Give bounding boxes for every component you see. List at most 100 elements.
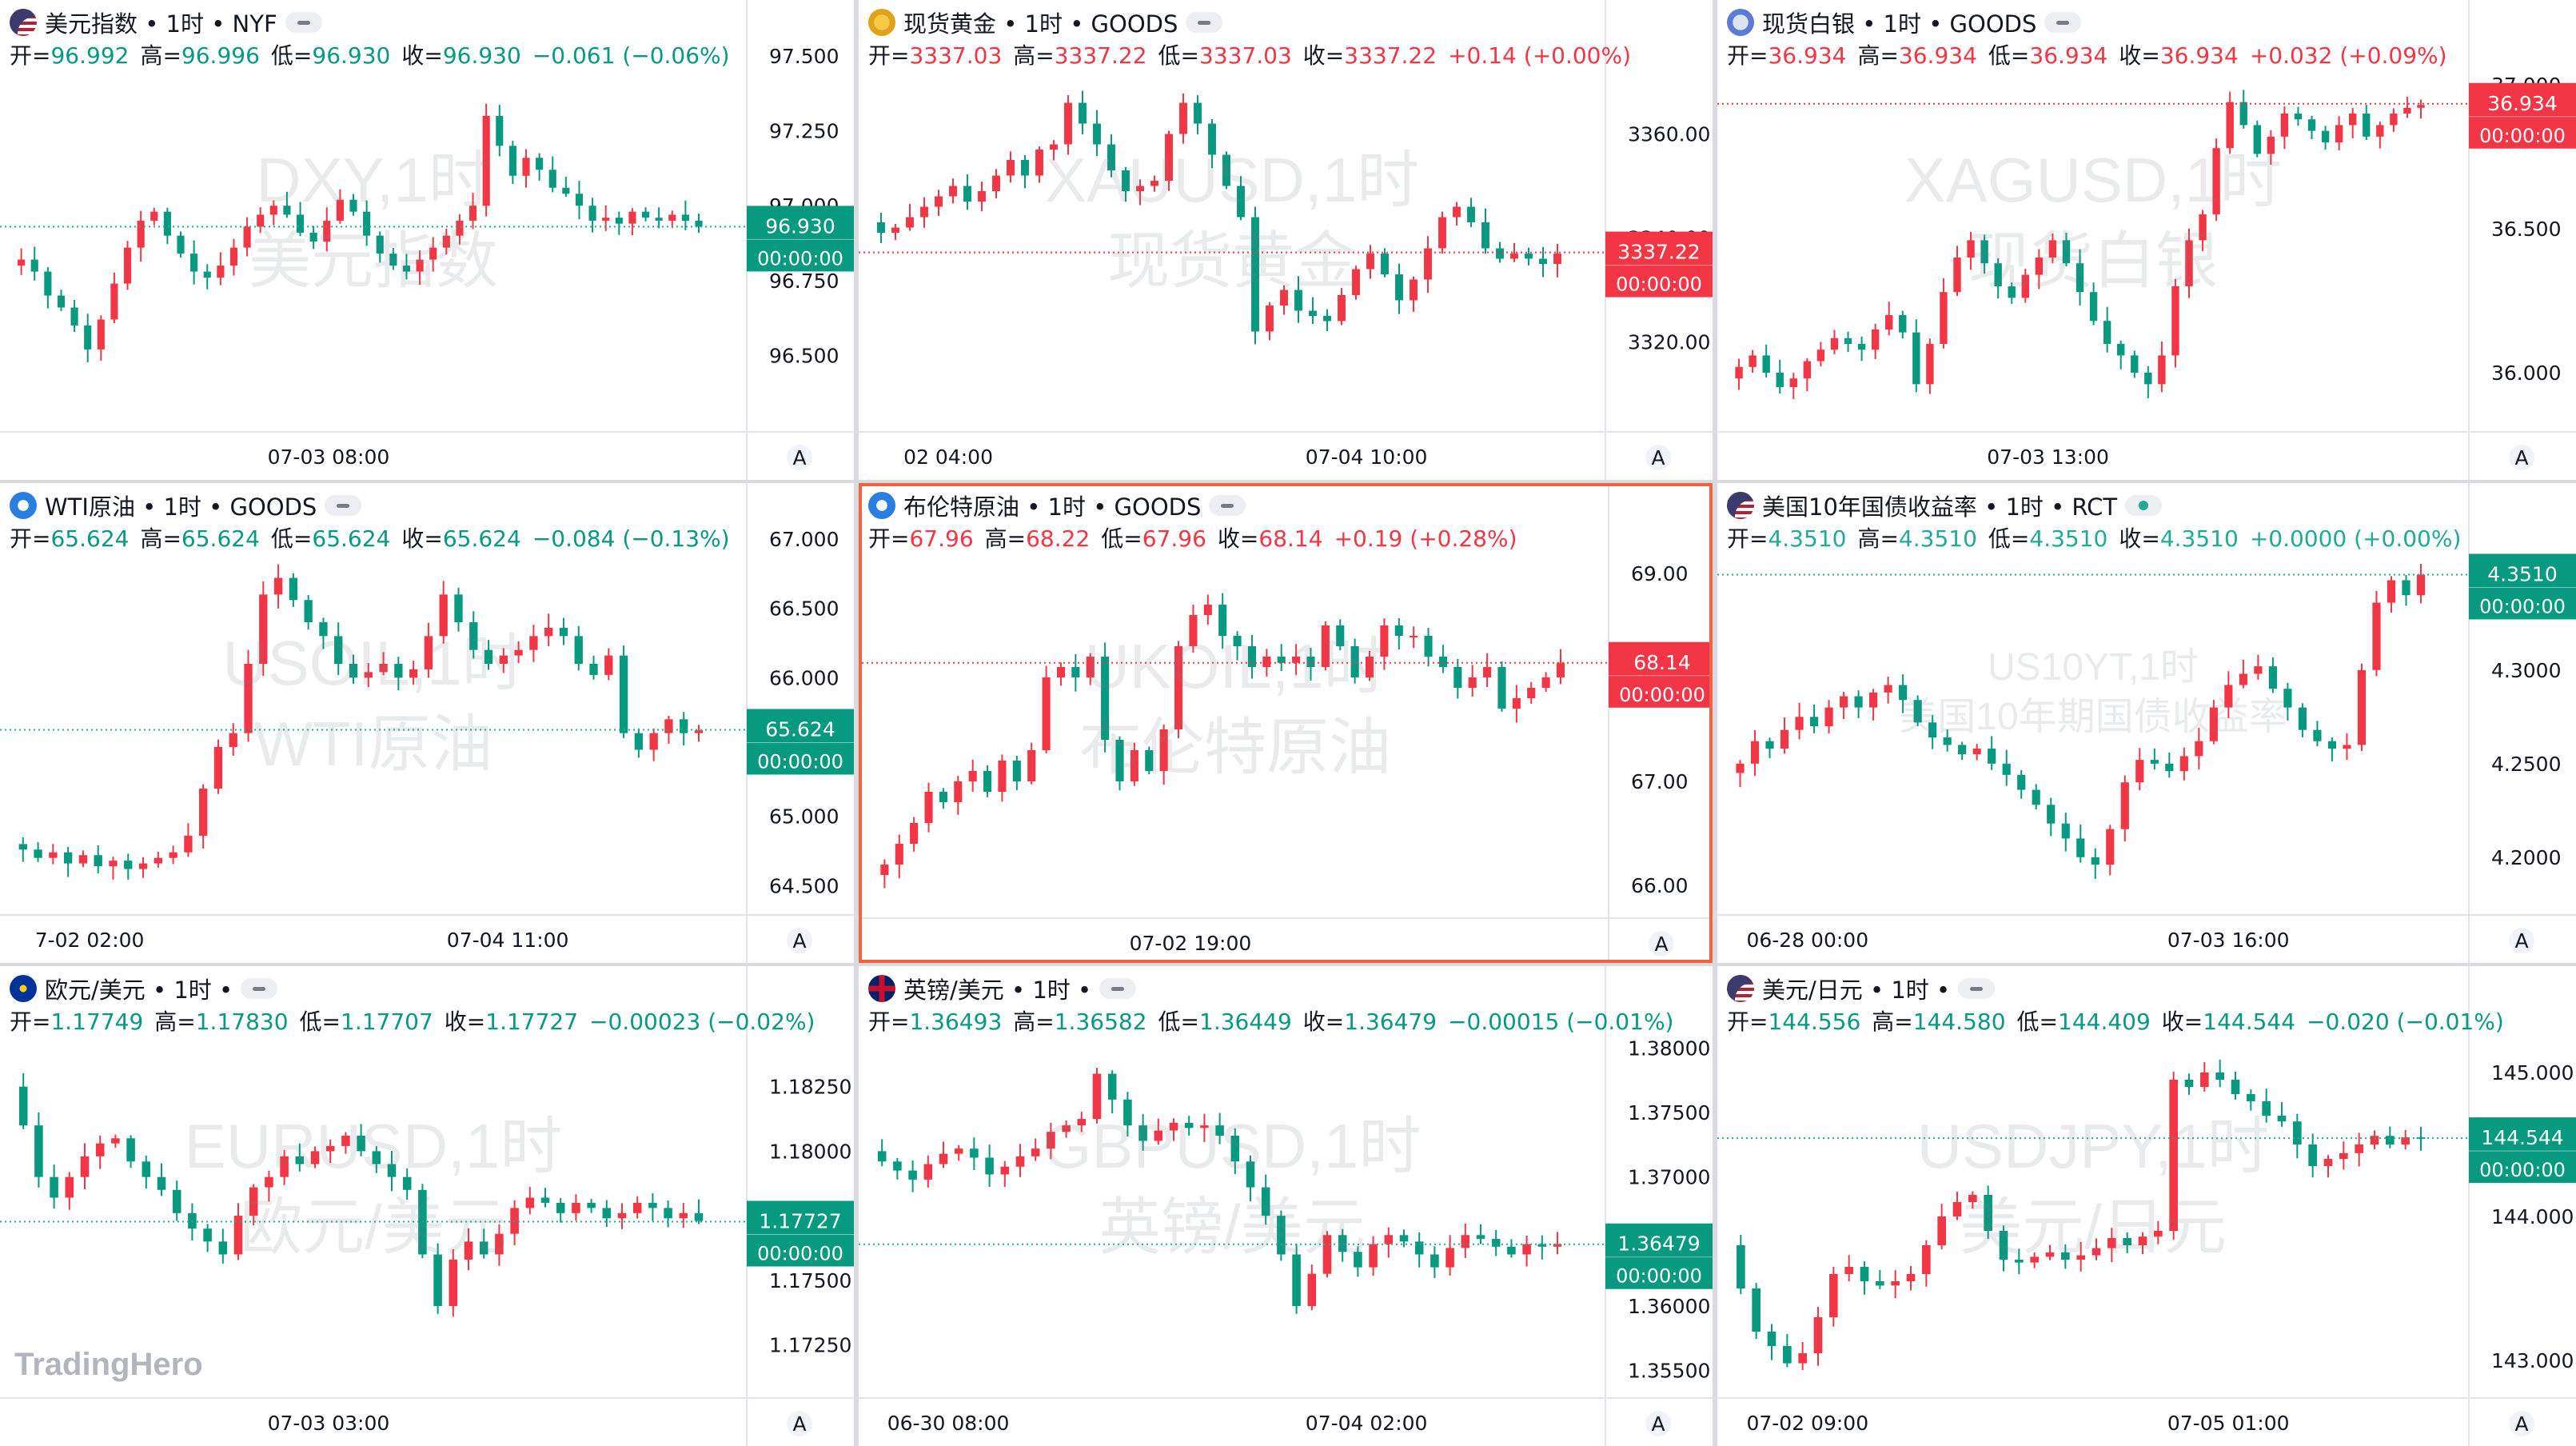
candle: [574, 625, 583, 671]
candle: [1165, 130, 1173, 191]
candle: [935, 190, 943, 217]
change-value: −0.00023 (−0.02%): [589, 1009, 815, 1035]
candle: [992, 169, 1000, 199]
ohlc-label: 收=: [401, 525, 443, 552]
ohlc-value: 4.3510: [2029, 525, 2108, 552]
candle: [1352, 266, 1360, 300]
eye-toggle-button[interactable]: [241, 978, 278, 999]
svg-text:A: A: [1654, 933, 1668, 956]
symbol-header[interactable]: 美元/日元 • 1时 •: [1727, 971, 1996, 1006]
auto-scale-button[interactable]: A: [787, 1411, 812, 1436]
ohlc-label: 开=: [868, 1009, 910, 1035]
change-value: −0.00015 (−0.01%): [1448, 1009, 1674, 1035]
candle: [664, 716, 673, 744]
candle: [94, 845, 102, 873]
auto-scale-button[interactable]: A: [2509, 1411, 2534, 1436]
candle: [190, 240, 198, 285]
auto-scale-button[interactable]: A: [2509, 445, 2534, 470]
chart-panel[interactable]: 67.00066.50066.00065.50065.00064.5007-02…: [0, 483, 854, 963]
candle: [2226, 91, 2234, 154]
auto-scale-button[interactable]: A: [787, 928, 812, 953]
chart-panel[interactable]: 1.18250 1.18000 1.17500 1.17250 07-03 03:00 A…: [0, 966, 854, 1446]
eye-toggle-button[interactable]: [285, 12, 322, 33]
eye-toggle-button[interactable]: [2125, 495, 2163, 516]
candle: [604, 648, 613, 681]
eye-toggle-button[interactable]: [1186, 12, 1223, 33]
symbol-header[interactable]: 英镑/美元 • 1时 •: [868, 971, 1137, 1006]
change-value: −0.084 (−0.13%): [532, 525, 730, 552]
chart-panel[interactable]: 4.3000 4.2500 4.2000 06-28 00:00 07-03 16:00…: [1717, 483, 2576, 963]
auto-scale-button[interactable]: A: [1645, 1411, 1671, 1436]
candle: [1854, 690, 1863, 719]
candle: [1237, 176, 1245, 221]
x-tick-label: 07-03 08:00: [268, 445, 390, 469]
candle: [49, 844, 58, 865]
candle: [628, 208, 636, 236]
auto-scale-button[interactable]: A: [2509, 928, 2534, 953]
candle: [280, 1149, 289, 1185]
candle: [602, 1200, 612, 1228]
ohlc-label: 收=: [2161, 1009, 2203, 1035]
auto-scale-button[interactable]: A: [1649, 931, 1674, 957]
candle: [1369, 1236, 1378, 1276]
auto-scale-button[interactable]: A: [1645, 445, 1671, 470]
price-chart[interactable]: 4.3000 4.2500 4.2000 06-28 00:00 07-03 16:00…: [1717, 483, 2576, 963]
chart-panel[interactable]: 1.380001.375001.370001.365001.360001.355…: [859, 966, 1713, 1446]
eye-toggle-button[interactable]: [2044, 12, 2082, 33]
candle: [2357, 663, 2367, 751]
price-chart[interactable]: 1.380001.375001.370001.365001.360001.355…: [859, 966, 1713, 1446]
symbol-header[interactable]: 美元指数 • 1时 • NYF: [10, 5, 322, 40]
symbol-header[interactable]: 欧元/美元 • 1时 •: [10, 971, 278, 1006]
candle: [142, 1156, 151, 1189]
candle: [1280, 285, 1288, 315]
candle: [124, 853, 133, 880]
candle: [1027, 742, 1036, 785]
candle: [1159, 724, 1168, 785]
change-value: +0.19 (+0.28%): [1334, 525, 1517, 552]
price-chart[interactable]: 145.000 144.000 143.000 07-02 09:00 07-05 01…: [1717, 966, 2576, 1446]
candle: [50, 1164, 58, 1209]
candle: [1767, 1324, 1776, 1360]
symbol-header[interactable]: 美国10年国债收益率 • 1时 • RCT: [1727, 488, 2163, 523]
chart-panel[interactable]: 145.000 144.000 143.000 07-02 09:00 07-05 01…: [1717, 966, 2576, 1446]
candle: [548, 156, 556, 193]
candle: [1844, 331, 1852, 353]
candle: [939, 788, 947, 809]
ohlc-label: 低=: [1101, 525, 1142, 552]
eye-toggle-button[interactable]: [1099, 978, 1137, 999]
minus-icon: [1970, 986, 1984, 991]
candle: [319, 617, 328, 649]
minus-icon: [253, 986, 266, 991]
candle: [1350, 638, 1359, 684]
eye-toggle-button[interactable]: [1209, 495, 1246, 516]
candle: [1776, 359, 1784, 394]
auto-scale-button[interactable]: A: [787, 445, 812, 470]
symbol-header[interactable]: 现货白银 • 1时 • GOODS: [1727, 5, 2082, 40]
symbol-header[interactable]: 布伦特原油 • 1时 • GOODS: [868, 488, 1246, 523]
ohlc-value: 1.36493: [909, 1009, 1003, 1035]
candle: [1491, 1229, 1501, 1256]
symbol-header[interactable]: 现货黄金 • 1时 • GOODS: [868, 5, 1223, 40]
candle: [1424, 628, 1433, 667]
ohlc-label: 高=: [1857, 525, 1899, 552]
price-chart[interactable]: 1.18250 1.18000 1.17500 1.17250 07-03 03:00 A…: [0, 966, 854, 1446]
candle: [908, 1160, 917, 1192]
candle: [2106, 825, 2115, 876]
price-chart[interactable]: 67.00066.50066.00065.50065.00064.5007-02…: [0, 483, 854, 963]
eye-toggle-button[interactable]: [1958, 978, 1996, 999]
y-tick-label: 1.17500: [769, 1269, 851, 1292]
candle: [1539, 246, 1547, 278]
eye-toggle-button[interactable]: [325, 495, 362, 516]
symbol-header[interactable]: WTI原油 • 1时 • GOODS: [10, 488, 362, 523]
candle: [499, 648, 508, 673]
svg-text:A: A: [1651, 446, 1665, 469]
